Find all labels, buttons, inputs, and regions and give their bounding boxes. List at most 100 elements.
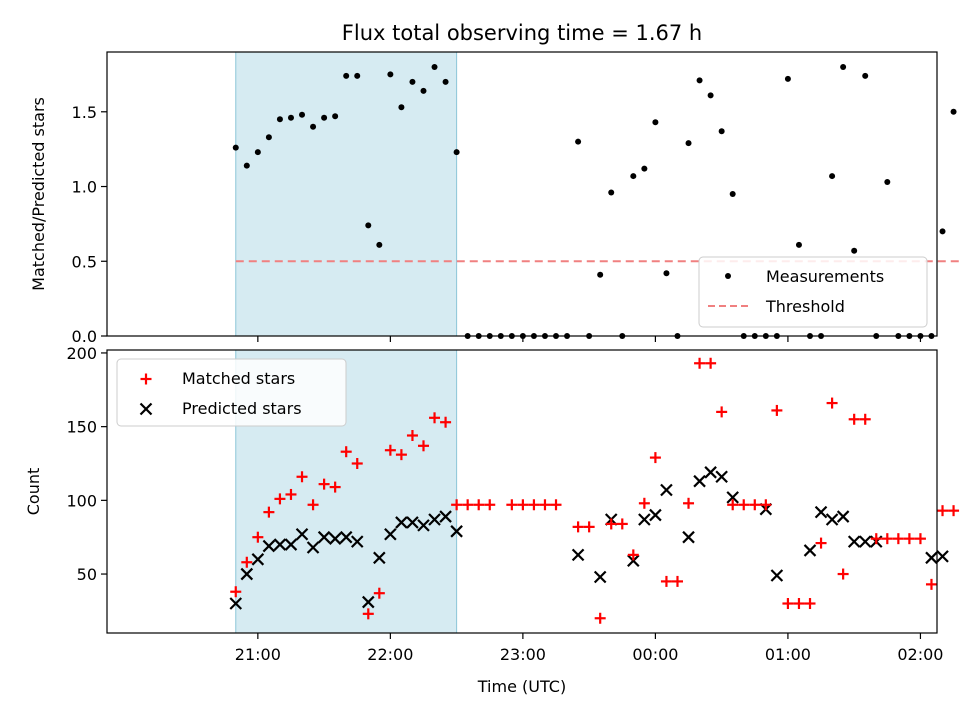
predicted-stars-point [925,551,938,565]
measurement-point [707,92,714,99]
matched-stars-point [440,416,452,428]
legend-predicted-glyph [139,402,153,416]
bottom-y-ticks: 50 100 150 200 [66,344,107,584]
measurement-point [442,78,449,85]
matched-stars-point [307,499,319,511]
top-panel: 0.0 0.5 1.0 1.5 Flux total observing time =… [29,21,960,346]
predicted-stars-point [450,525,463,538]
predicted-stars-point [251,553,265,566]
matched-stars-point [329,481,341,493]
bottom-panel: 50 100 150 200 21:00 22:00 23:00 00:00 01:00 02:… [24,344,960,696]
matched-stars-point [241,556,253,568]
top-y-tick-label: 0.5 [72,252,97,271]
measurement-point [365,222,372,229]
matched-stars-point [859,413,871,425]
predicted-stars-point [682,530,695,544]
predicted-stars-point [328,532,342,545]
legend-matched-label: Matched stars [182,369,295,388]
predicted-stars-point [715,470,728,484]
predicted-stars-point [858,535,872,548]
matched-stars-point [451,499,463,511]
x-tick-label: 22:00 [367,645,413,664]
predicted-stars-point [803,544,817,557]
predicted-stars-point [936,550,949,563]
matched-stars-point [263,506,275,518]
predicted-stars-point [306,541,320,554]
measurement-point [829,173,836,180]
matched-stars-point [694,357,706,369]
matched-stars-point [429,412,441,424]
matched-stars-point [583,521,595,533]
matched-stars-point [395,449,407,461]
matched-stars-point [705,357,717,369]
matched-stars-point [749,499,761,511]
matched-stars-points [230,357,960,624]
predicted-stars-point [825,513,839,526]
matched-stars-point [417,440,429,452]
measurement-point [862,72,869,79]
predicted-stars-point [693,474,706,488]
measurement-point [398,104,405,111]
measurement-point [332,113,339,120]
measurement-point [232,144,239,151]
matched-stars-point [539,499,551,511]
matched-stars-point [848,413,860,425]
legend-predicted-label: Predicted stars [182,399,302,418]
matched-stars-point [351,457,363,469]
predicted-stars-point [847,535,861,548]
top-y-tick-label: 0.0 [72,327,97,346]
measurement-point [409,78,416,85]
matched-stars-point [925,578,937,590]
matched-stars-point [362,608,374,620]
measurement-point [575,138,582,145]
measurements-points [232,63,957,339]
matched-stars-point [517,499,529,511]
predicted-stars-point [406,516,419,529]
matched-stars-point [837,568,849,580]
measurement-point [287,114,294,121]
measurement-point [729,191,736,197]
measurement-point [950,108,957,115]
predicted-stars-point [593,570,607,584]
matched-stars-point [506,499,518,511]
measurement-point [696,77,703,84]
matched-stars-point [373,587,385,599]
top-y-axis-label: Matched/Predicted stars [29,97,48,291]
matched-stars-point [340,446,352,458]
matched-stars-point [793,598,805,610]
predicted-stars-point [395,516,408,529]
measurement-point [321,114,328,121]
bottom-y-tick-label: 150 [66,418,97,437]
legend-matched-marker [140,373,152,385]
predicted-stars-point [660,483,673,497]
top-plot-frame [106,51,938,337]
predicted-stars-point [229,597,243,610]
top-y-ticks: 0.0 0.5 1.0 1.5 [72,103,107,346]
top-y-tick-label: 1.5 [72,103,97,122]
matched-stars-point [252,531,264,543]
matched-stars-point [528,499,540,511]
predicted-stars-point [262,539,276,553]
bottom-legend: Matched stars Predicted stars [116,358,347,427]
matched-stars-point [914,533,926,545]
predicted-stars-point [726,491,739,504]
predicted-stars-point [704,466,717,479]
predicted-stars-point [638,513,651,526]
predicted-stars-point [627,554,640,568]
chart-title: Flux total observing time = 1.67 h [342,21,702,45]
measurement-point [685,140,692,147]
measurement-point [652,119,659,126]
predicted-stars-point [814,505,828,519]
measurement-point [376,241,383,248]
matched-stars-point [230,586,242,598]
x-axis-label: Time (UTC) [477,677,566,696]
matched-stars-point [671,575,683,587]
measurement-point [608,189,615,196]
measurement-point [884,179,891,186]
measurement-point [299,111,306,118]
predicted-stars-points [229,466,949,610]
measurement-point [597,271,604,278]
matched-stars-point [948,505,960,517]
predicted-stars-point [770,569,784,582]
